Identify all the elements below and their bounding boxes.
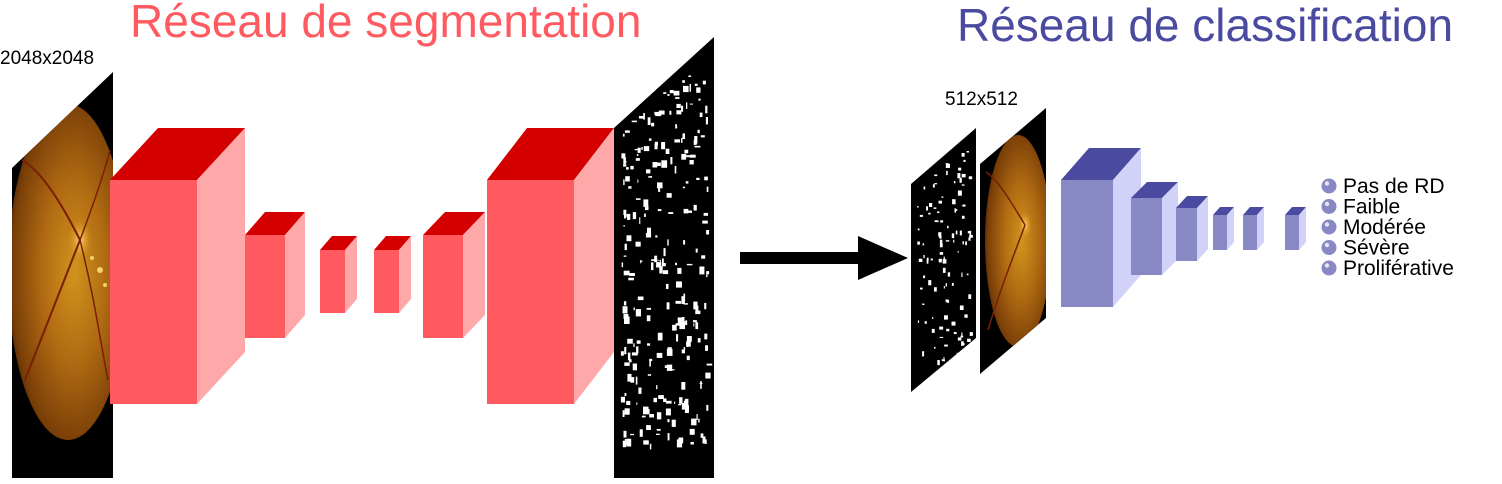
seg-layer-6 [487,128,614,404]
class-label: Proliférative [1343,257,1454,280]
class-label: Modérée [1343,216,1426,239]
classification-input-size: 512x512 [945,89,1018,110]
seg-layer-3 [320,236,357,313]
classification-network [1061,148,1306,307]
output-classes: Pas de RDFaibleModéréeSévèreProliférativ… [1321,175,1454,280]
cls-layer-1 [1061,148,1141,307]
segmentation-network [110,128,614,404]
seg-layer-4 [374,236,411,313]
cls-layer-6 [1285,207,1306,250]
class-item: Proliférative [1321,257,1454,280]
seg-layer-1 [110,128,245,404]
cls-layer-5 [1243,207,1264,250]
class-bullet-icon [1321,199,1337,214]
segmentation-input-size: 2048x2048 [0,48,94,69]
class-item: Modérée [1321,216,1426,239]
classification-input-mask [911,128,976,392]
cls-layer-4 [1213,207,1234,250]
segmentation-input-image [12,72,113,478]
class-bullet-icon [1321,260,1337,276]
classification-input-image [980,108,1046,374]
cls-layer-3 [1176,196,1208,261]
class-bullet-icon [1321,178,1337,194]
class-label: Pas de RD [1343,175,1445,198]
segmentation-title: Réseau de segmentation [130,0,641,47]
class-item: Pas de RD [1321,175,1445,198]
class-bullet-icon [1321,240,1337,255]
class-item: Sévère [1321,237,1410,260]
segmentation-output-mask [614,37,714,478]
cls-layer-2 [1131,182,1178,275]
seg-layer-5 [423,212,485,338]
class-label: Sévère [1343,237,1410,260]
classification-title: Réseau de classification [957,0,1453,51]
class-label: Faible [1343,196,1400,219]
arrow-right-icon [740,236,908,280]
class-item: Faible [1321,196,1400,219]
seg-layer-2 [245,212,305,338]
class-bullet-icon [1321,219,1337,235]
